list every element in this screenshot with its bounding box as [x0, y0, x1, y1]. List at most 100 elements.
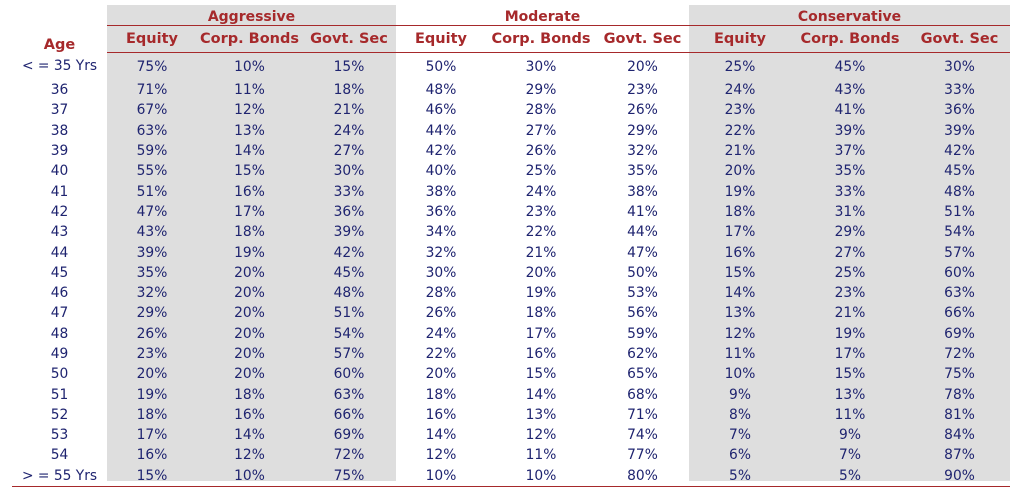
- allocation-cell: 13%: [724, 305, 756, 322]
- allocation-cell: 57%: [333, 346, 365, 362]
- allocation-cell: 75%: [944, 366, 975, 383]
- allocation-cell: 78%: [944, 386, 975, 403]
- allocation-cell: 23%: [627, 82, 658, 99]
- allocation-cell: 23%: [724, 102, 756, 119]
- allocation-cell: 36%: [333, 203, 365, 220]
- allocation-cell: 75%: [302, 465, 396, 487]
- table-row: 38 63% 13% 24% 44% 27% 29% 22% 39% 39%: [12, 121, 1010, 141]
- allocation-cell: 54%: [944, 224, 975, 241]
- subheader-equity: Equity: [396, 25, 486, 53]
- allocation-cell: 32%: [627, 143, 658, 160]
- allocation-cell: 35%: [136, 264, 168, 281]
- allocation-cell: 18%: [234, 224, 265, 241]
- allocation-cell: 15%: [724, 264, 756, 281]
- allocation-cell: 24%: [425, 325, 457, 342]
- allocation-cell: 66%: [944, 305, 975, 322]
- allocation-cell: 12%: [525, 427, 557, 444]
- allocation-cell: 20%: [136, 366, 168, 383]
- allocation-cell: 42%: [333, 244, 365, 261]
- allocation-cell: 60%: [333, 366, 365, 383]
- allocation-cell: 71%: [136, 82, 168, 99]
- allocation-cell: 63%: [136, 122, 168, 139]
- allocation-cell: 18%: [234, 386, 265, 403]
- allocation-cell: 12%: [234, 447, 265, 464]
- age-cell: 39: [50, 143, 69, 160]
- allocation-cell: 20%: [724, 163, 756, 180]
- allocation-cell: 7%: [839, 447, 861, 464]
- table-row: 43 43% 18% 39% 34% 22% 44% 17% 29% 54%: [12, 222, 1010, 242]
- allocation-cell: 15%: [834, 366, 866, 383]
- allocation-cell: 62%: [627, 346, 658, 362]
- allocation-cell: 22%: [724, 122, 756, 139]
- age-cell: < = 35 Yrs: [21, 58, 98, 75]
- allocation-cell: 20%: [234, 325, 265, 342]
- allocation-cell: 23%: [136, 346, 168, 362]
- age-cell: 54: [50, 447, 69, 464]
- allocation-cell: 37%: [834, 143, 866, 160]
- age-cell: 38: [50, 122, 69, 139]
- allocation-cell: 35%: [627, 163, 658, 180]
- allocation-cell: 41%: [627, 203, 658, 220]
- allocation-cell: 71%: [627, 406, 658, 423]
- allocation-cell: 54%: [333, 325, 365, 342]
- allocation-cell: 18%: [525, 305, 557, 322]
- allocation-cell: 39%: [834, 122, 866, 139]
- allocation-cell: 59%: [627, 325, 658, 342]
- allocation-cell: 33%: [944, 82, 975, 99]
- allocation-cell: 66%: [333, 406, 365, 423]
- group-header-aggressive: Aggressive: [107, 5, 396, 26]
- allocation-table: Age Aggressive Moderate Conservative Equ…: [12, 5, 1011, 487]
- allocation-cell: 27%: [834, 244, 866, 261]
- allocation-cell: 17%: [724, 224, 756, 241]
- allocation-cell: 19%: [234, 244, 265, 261]
- subheader-govt-sec: Govt. Sec: [909, 25, 1011, 53]
- age-cell: 44: [50, 244, 69, 261]
- allocation-cell: 29%: [525, 82, 557, 99]
- allocation-cell: 48%: [944, 183, 975, 200]
- allocation-cell: 16%: [136, 447, 168, 464]
- allocation-cell: 25%: [525, 163, 557, 180]
- allocation-cell: 12%: [724, 325, 756, 342]
- allocation-cell: 74%: [627, 427, 658, 444]
- allocation-cell: 23%: [525, 203, 557, 220]
- allocation-cell: 19%: [724, 183, 756, 200]
- allocation-cell: 43%: [136, 224, 168, 241]
- age-cell: 47: [50, 305, 69, 322]
- allocation-cell: 16%: [525, 346, 557, 362]
- subheader-corp-bonds: Corp. Bonds: [197, 25, 302, 53]
- allocation-cell: 28%: [525, 102, 557, 119]
- table-body: < = 35 Yrs 75% 10% 15% 50% 30% 20% 25% 45% 30% 36 7…: [12, 53, 1011, 487]
- age-cell: > = 55 Yrs: [12, 465, 107, 487]
- allocation-cell: 16%: [425, 406, 457, 423]
- allocation-cell: 33%: [333, 183, 365, 200]
- table-row: 52 18% 16% 66% 16% 13% 71% 8% 11% 81%: [12, 405, 1010, 425]
- allocation-cell: 13%: [834, 386, 866, 403]
- allocation-cell: 23%: [834, 285, 866, 302]
- allocation-cell: 14%: [724, 285, 756, 302]
- allocation-cell: 18%: [724, 203, 756, 220]
- allocation-cell: 17%: [834, 346, 866, 362]
- allocation-cell: 25%: [724, 58, 756, 75]
- allocation-cell: 26%: [136, 325, 168, 342]
- age-cell: 45: [50, 264, 69, 281]
- age-header: Age: [43, 36, 76, 53]
- allocation-cell: 21%: [724, 143, 756, 160]
- allocation-cell: 39%: [944, 122, 975, 139]
- allocation-cell: 57%: [944, 244, 975, 261]
- allocation-cell: 19%: [834, 325, 866, 342]
- allocation-cell: 60%: [944, 264, 975, 281]
- allocation-cell: 38%: [425, 183, 457, 200]
- allocation-cell: 19%: [136, 386, 168, 403]
- table-row: 47 29% 20% 51% 26% 18% 56% 13% 21% 66%: [12, 303, 1010, 323]
- table-row: 51 19% 18% 63% 18% 14% 68% 9% 13% 78%: [12, 384, 1010, 404]
- allocation-cell: 43%: [834, 82, 866, 99]
- allocation-cell: 28%: [425, 285, 457, 302]
- allocation-cell: 14%: [525, 386, 557, 403]
- allocation-cell: 5%: [689, 465, 791, 487]
- age-cell: 36: [50, 82, 69, 99]
- group-header-conservative: Conservative: [689, 5, 1011, 26]
- allocation-cell: 63%: [944, 285, 975, 302]
- allocation-cell: 20%: [234, 305, 265, 322]
- allocation-cell: 29%: [834, 224, 866, 241]
- table-row: > = 55 Yrs 15% 10% 75% 10% 10% 80% 5% 5% 90%: [12, 465, 1011, 487]
